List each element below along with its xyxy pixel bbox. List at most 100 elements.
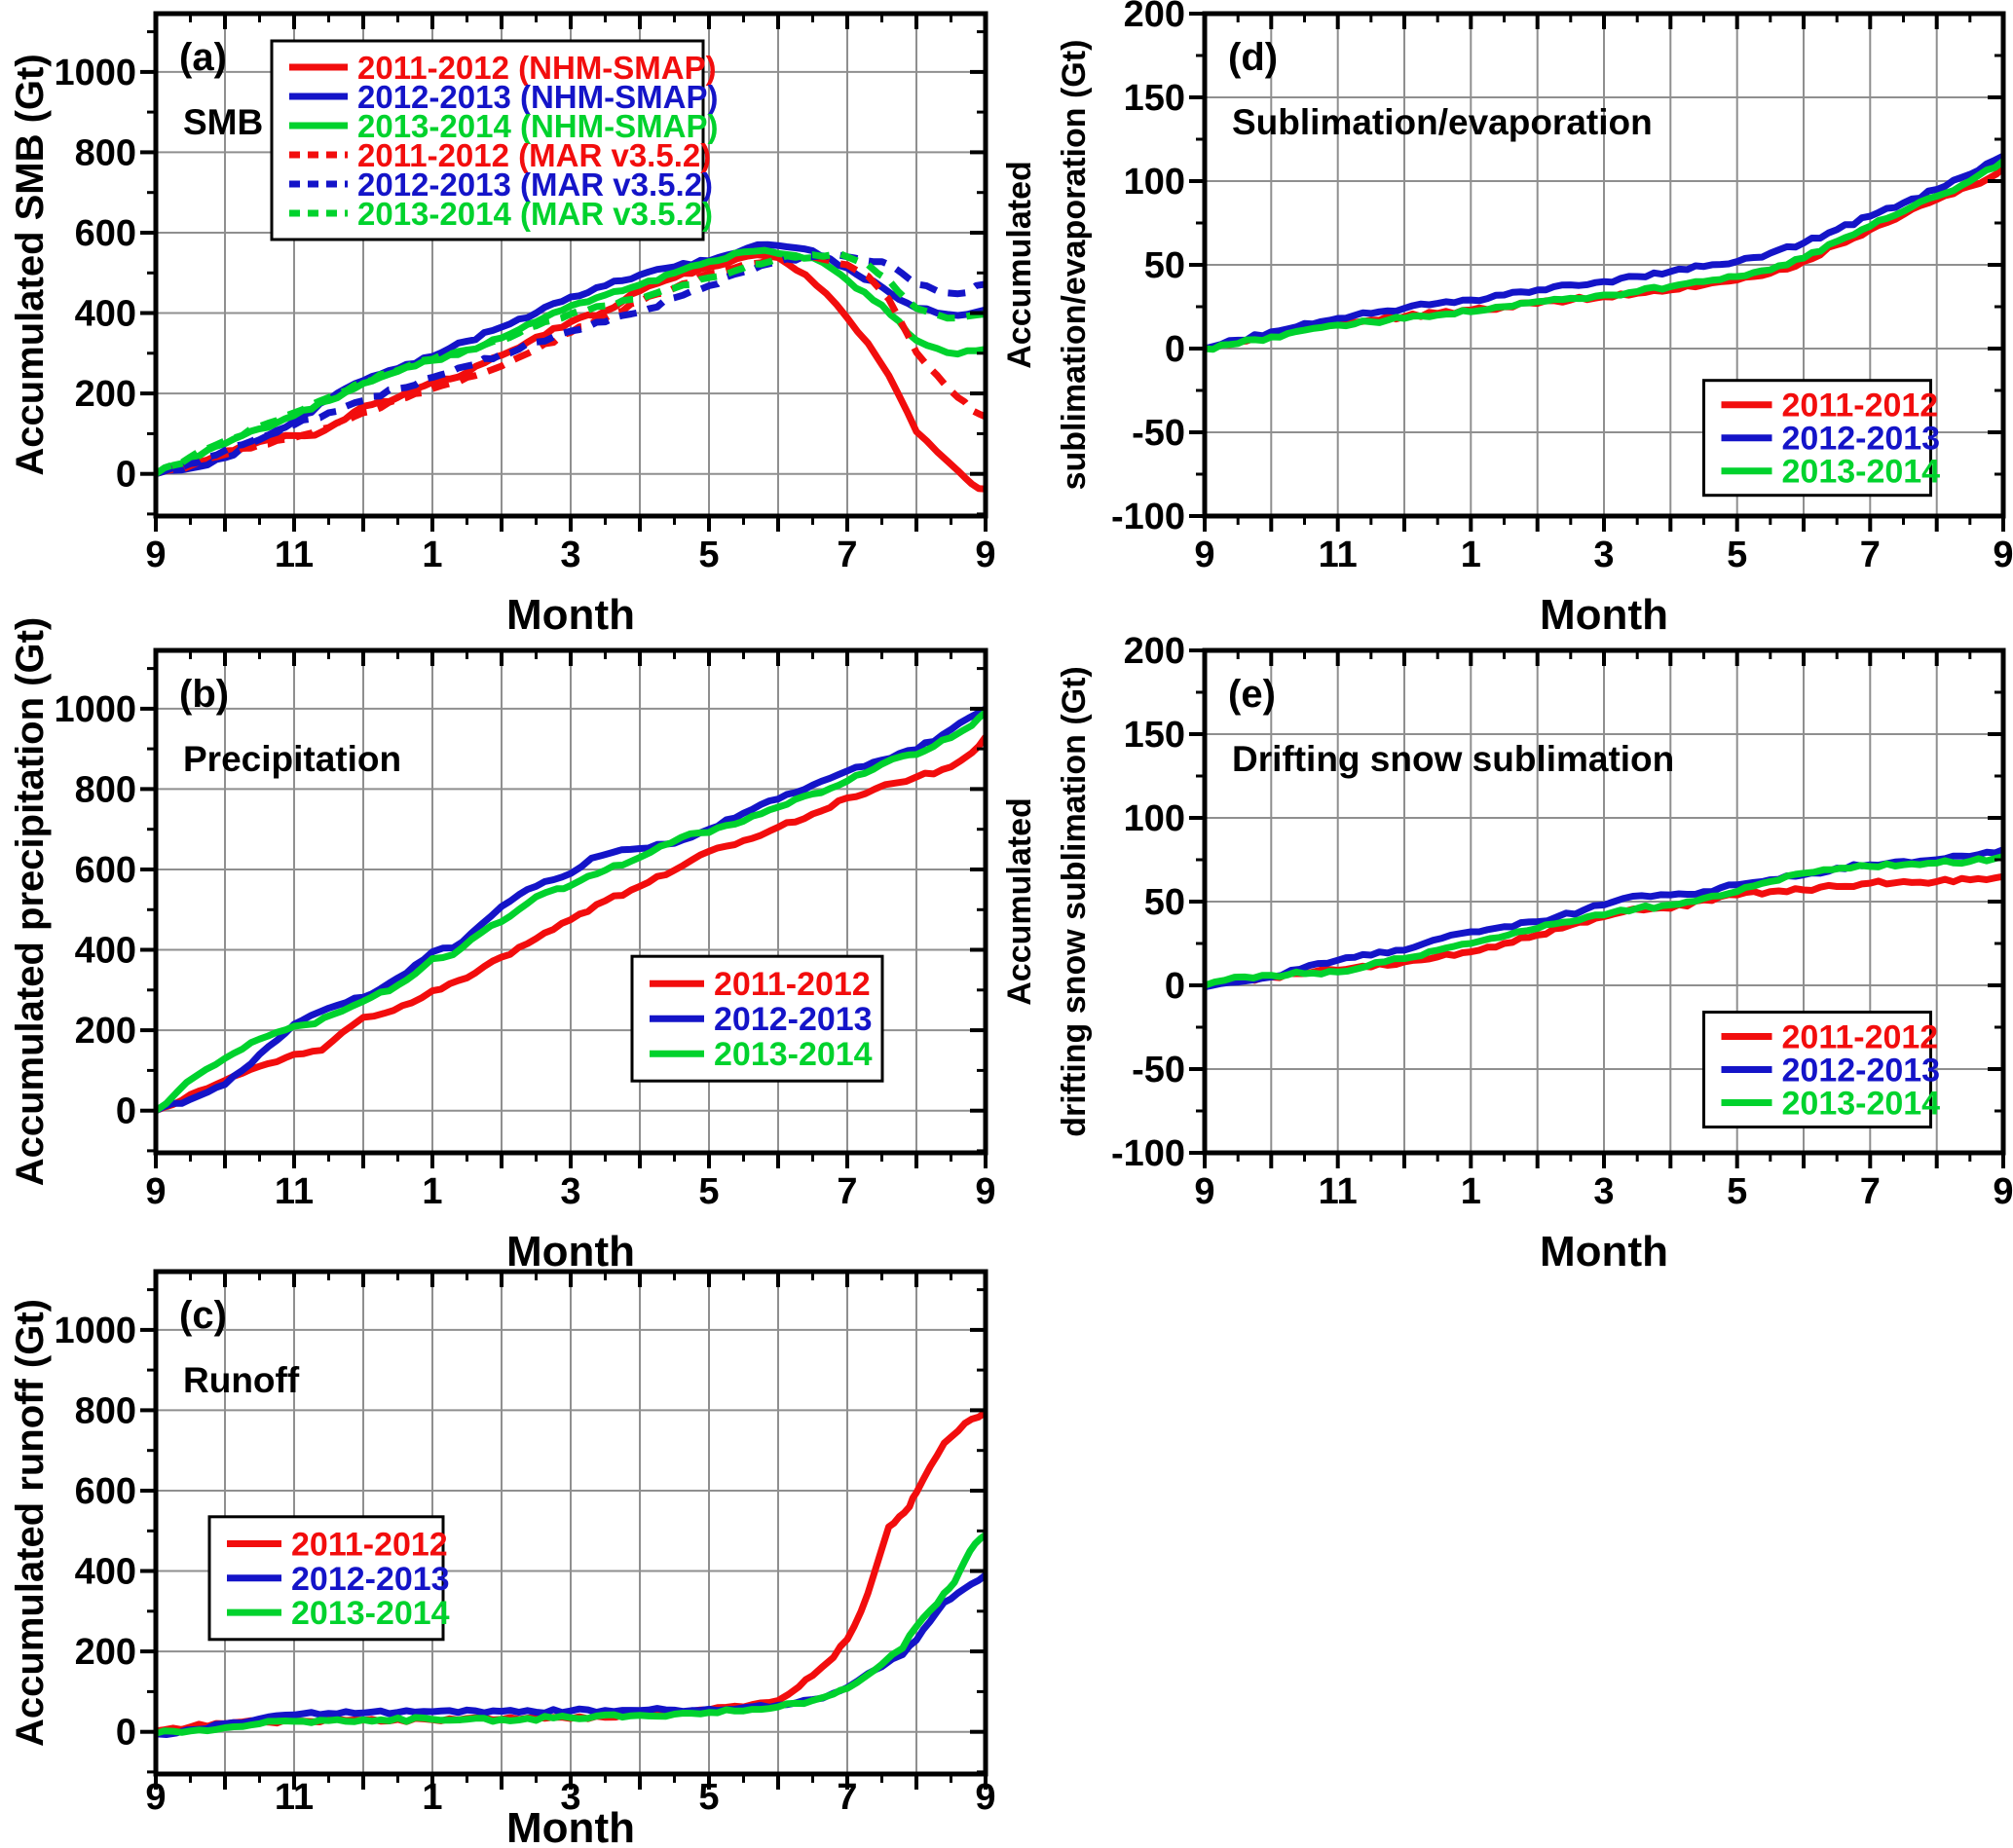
y-tick-label: 1000 bbox=[54, 689, 136, 730]
x-tick-label: 1 bbox=[422, 535, 442, 575]
y-tick-label: 800 bbox=[75, 769, 136, 810]
x-tick-label: 5 bbox=[1727, 1171, 1747, 1212]
y-tick-label: 200 bbox=[75, 1632, 136, 1673]
y-tick-label: 200 bbox=[1124, 631, 1185, 672]
x-tick-label: 7 bbox=[837, 535, 857, 575]
x-tick-label: 11 bbox=[1319, 1171, 1358, 1212]
y-tick-label: 0 bbox=[1165, 966, 1185, 1007]
y-tick-label: 50 bbox=[1144, 245, 1185, 286]
plot-border bbox=[153, 647, 988, 1156]
panel-a-chart: 9 11 1 3 5 7 902004006008001000MonthAccumulate… bbox=[9, 11, 996, 639]
x-tick-label: 9 bbox=[1993, 1171, 2013, 1212]
x-tick-label: 3 bbox=[1593, 1171, 1614, 1212]
plot-border bbox=[153, 1269, 988, 1777]
y-tick-label: -100 bbox=[1111, 1133, 1185, 1174]
legend-entry-label: 2013-2014 (NHM-SMAP) bbox=[357, 108, 718, 144]
x-tick-label: 1 bbox=[422, 1777, 442, 1818]
panel-title: Runoff bbox=[183, 1360, 300, 1400]
y-tick-label: 200 bbox=[1124, 0, 1185, 35]
y-tick-label: 800 bbox=[75, 1390, 136, 1431]
x-tick-label: 11 bbox=[275, 1171, 314, 1212]
plot-border bbox=[1202, 11, 2006, 519]
x-tick-label: 5 bbox=[698, 535, 719, 575]
series-group bbox=[156, 705, 986, 1114]
x-tick-label: 9 bbox=[145, 535, 166, 575]
y-tick-label: -50 bbox=[1132, 1050, 1185, 1090]
x-tick-label: 11 bbox=[275, 1777, 314, 1818]
series-2011-2012-nhm-smap-solid-line bbox=[156, 251, 986, 493]
grid-group bbox=[156, 1272, 986, 1774]
x-tick-label: 11 bbox=[275, 535, 314, 575]
x-tick-label: 9 bbox=[975, 1171, 995, 1212]
panel-title: Sublimation/evaporation bbox=[1232, 102, 1653, 142]
legend-entry-label: 2011-2012 bbox=[1782, 1019, 1939, 1056]
x-tick-label: 1 bbox=[1461, 535, 1481, 575]
x-tick-label: 7 bbox=[1860, 1171, 1881, 1212]
x-tick-label: 3 bbox=[560, 1171, 580, 1212]
panel-b-chart: 9 11 1 3 5 7 902004006008001000MonthAccumulate… bbox=[9, 617, 996, 1275]
y-axis-title-line-1: Accumulated bbox=[1001, 797, 1038, 1006]
x-tick-label: 3 bbox=[560, 1777, 580, 1818]
y-tick-label: 0 bbox=[1165, 329, 1185, 370]
panel-c-chart: 9 11 1 3 5 7 902004006008001000MonthAccumulate… bbox=[9, 1269, 996, 1848]
series-2011-2012-precipitation-solid-line bbox=[156, 734, 986, 1114]
legend-entry-label: 2013-2014 bbox=[1782, 454, 1941, 491]
y-axis-title-line-1: Accumulated bbox=[1001, 161, 1038, 369]
panel-d-chart: 9 11 1 3 5 7 9-100-50050100150200MonthAccumula… bbox=[1001, 0, 2013, 639]
y-tick-label: 600 bbox=[75, 213, 136, 254]
panel-tag: (d) bbox=[1228, 36, 1278, 79]
x-tick-label: 1 bbox=[422, 1171, 442, 1212]
legend-entry-label: 2011-2012 bbox=[291, 1527, 448, 1564]
series-2012-2013-mar-v3-5-2-dashed-line bbox=[156, 251, 986, 478]
y-tick-label: 0 bbox=[116, 455, 136, 496]
y-tick-label: 0 bbox=[116, 1713, 136, 1754]
x-tick-label: 9 bbox=[975, 1777, 995, 1818]
legend-entry-label: 2011-2012 (NHM-SMAP) bbox=[357, 50, 717, 86]
y-tick-label: 200 bbox=[75, 1011, 136, 1052]
x-tick-label: 9 bbox=[145, 1171, 166, 1212]
legend-entry-label: 2012-2013 (MAR v3.5.2) bbox=[357, 166, 713, 203]
x-tick-label: 5 bbox=[698, 1171, 719, 1212]
legend: 2011-2012 (NHM-SMAP)2012-2013 (NHM-SMAP)… bbox=[270, 39, 718, 241]
x-tick-label: 3 bbox=[560, 535, 580, 575]
legend-entry-label: 2013-2014 bbox=[291, 1595, 450, 1632]
y-tick-label: 0 bbox=[116, 1091, 136, 1132]
legend-box bbox=[270, 39, 705, 241]
legend-entry-label: 2013-2014 bbox=[714, 1036, 873, 1073]
y-axis-title-line-2: sublimation/evaporation (Gt) bbox=[1056, 40, 1093, 491]
legend-entry-label: 2012-2013 bbox=[714, 1001, 873, 1038]
panel-title: SMB bbox=[183, 102, 263, 142]
series-group bbox=[156, 240, 986, 493]
series-2013-2014-runoff-solid-line bbox=[156, 1532, 986, 1737]
x-axis-title: Month bbox=[506, 591, 635, 639]
y-axis-title-line-2: drifting snow sublimation (Gt) bbox=[1056, 666, 1093, 1137]
plot-border bbox=[1202, 647, 2006, 1156]
x-tick-label: 9 bbox=[1194, 535, 1214, 575]
plot-border bbox=[153, 11, 988, 519]
y-axis-title-line-1: Accumulated SMB (Gt) bbox=[9, 54, 52, 475]
y-tick-label: 600 bbox=[75, 1471, 136, 1512]
y-tick-label: -100 bbox=[1111, 497, 1185, 537]
x-tick-label: 9 bbox=[1194, 1171, 1214, 1212]
y-tick-label: 1000 bbox=[54, 53, 136, 93]
series-group bbox=[1205, 153, 2003, 353]
x-tick-label: 5 bbox=[698, 1777, 719, 1818]
y-tick-label: 1000 bbox=[54, 1311, 136, 1351]
series-group bbox=[1205, 846, 2003, 991]
y-tick-label: 50 bbox=[1144, 882, 1185, 923]
tick-group bbox=[1189, 648, 2005, 1168]
legend-entry-label: 2013-2014 bbox=[1782, 1086, 1941, 1123]
y-tick-label: 400 bbox=[75, 931, 136, 972]
y-tick-label: 400 bbox=[75, 294, 136, 335]
panel-tag: (a) bbox=[179, 36, 227, 79]
legend-entry-label: 2011-2012 (MAR v3.5.2) bbox=[357, 137, 711, 173]
legend-entry-label: 2013-2014 (MAR v3.5.2) bbox=[357, 196, 713, 232]
panel-e-chart: 9 11 1 3 5 7 9-100-50050100150200MonthAccumula… bbox=[1001, 631, 2013, 1275]
x-axis-title: Month bbox=[506, 1228, 635, 1275]
legend-entry-label: 2012-2013 bbox=[1782, 421, 1941, 458]
x-tick-label: 1 bbox=[1461, 1171, 1481, 1212]
